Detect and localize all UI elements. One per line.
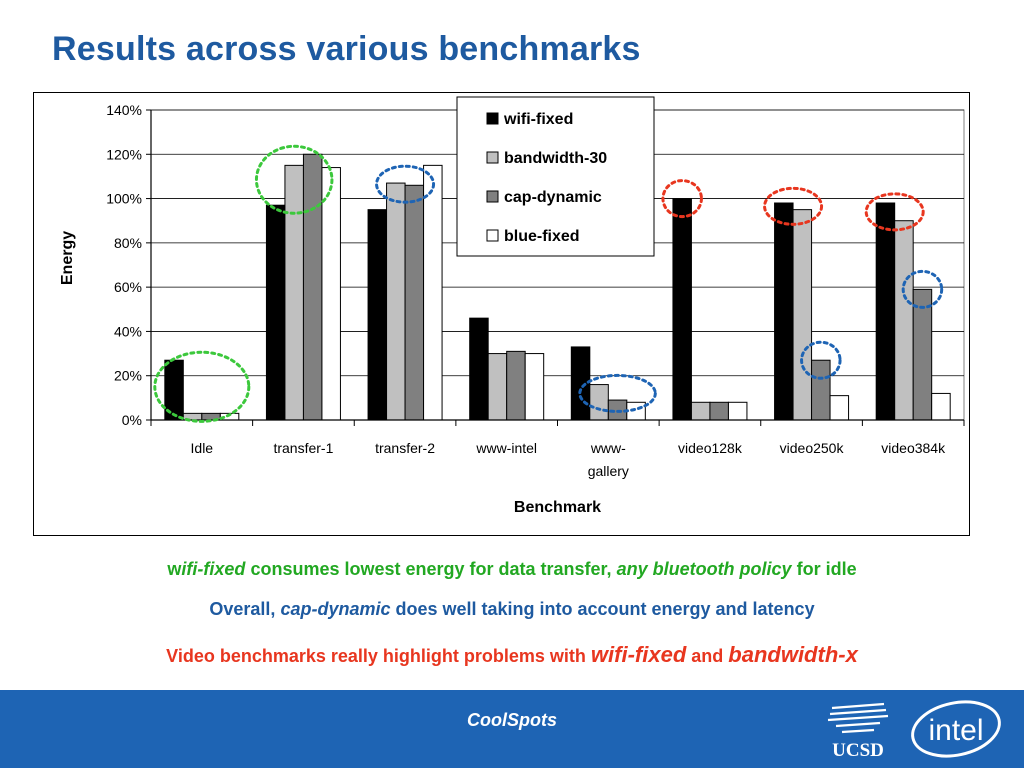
bullet-text: Video benchmarks really highlight proble… bbox=[166, 646, 591, 666]
legend-label: bandwidth-30 bbox=[504, 150, 607, 167]
annotation-ellipse bbox=[254, 144, 334, 215]
x-axis-title: Benchmark bbox=[514, 499, 601, 516]
annotation-ellipse bbox=[864, 192, 925, 232]
annotation-ellipse bbox=[153, 350, 251, 423]
legend-swatch bbox=[486, 229, 499, 242]
bar bbox=[589, 384, 609, 421]
bar bbox=[386, 182, 406, 421]
bar bbox=[727, 401, 748, 421]
annotation-ellipse bbox=[661, 179, 703, 219]
bar bbox=[931, 392, 951, 421]
y-tick-label: 0% bbox=[122, 412, 142, 428]
slide-title: Results across various benchmarks bbox=[52, 30, 641, 68]
x-tick-label: video128k bbox=[678, 440, 743, 456]
intel-logo: intel bbox=[911, 700, 1001, 758]
bar bbox=[570, 346, 591, 421]
y-tick-label: 100% bbox=[106, 191, 142, 207]
bar bbox=[709, 401, 729, 421]
bullet-text: does well taking into account energy and… bbox=[390, 599, 815, 619]
annotation-ellipse bbox=[901, 269, 944, 309]
y-tick-label: 120% bbox=[106, 146, 142, 162]
x-tick-label: gallery bbox=[588, 463, 629, 479]
bullet-text: consumes lowest energy for data transfer… bbox=[245, 559, 617, 579]
bullet-text: Overall, bbox=[209, 599, 281, 619]
bar bbox=[690, 401, 711, 421]
bullet-text: w bbox=[167, 559, 182, 579]
ucsd-logo-text: UCSD bbox=[832, 740, 884, 761]
bar bbox=[321, 167, 341, 421]
x-tick-label: www-intel bbox=[475, 440, 537, 456]
chart-frame: 0% 20% 40% 60% 80% 100% 120% 140% Idle transfer-1… bbox=[33, 92, 970, 536]
x-tick-label: Idle bbox=[191, 440, 214, 456]
bar bbox=[829, 395, 850, 421]
footer-bar: CoolSpots UCSD intel bbox=[0, 690, 1024, 768]
bar bbox=[265, 204, 286, 421]
bar bbox=[487, 353, 508, 421]
bar-chart: 0% 20% 40% 60% 80% 100% 120% 140% Idle transfer-1… bbox=[59, 96, 965, 516]
x-tick-label: video250k bbox=[780, 440, 845, 456]
legend-label: wifi-fixed bbox=[503, 111, 573, 128]
bar bbox=[672, 198, 692, 421]
bar bbox=[894, 220, 914, 421]
bar bbox=[423, 164, 443, 421]
bar bbox=[875, 202, 896, 421]
bullet-text: and bbox=[686, 646, 729, 666]
y-axis-title: Energy bbox=[59, 231, 76, 285]
x-tick-label: www- bbox=[590, 440, 626, 456]
bullet-text: for idle bbox=[791, 559, 857, 579]
annotation-ellipse bbox=[578, 373, 657, 413]
bar bbox=[626, 401, 646, 421]
bullet-emphasis: cap-dynamic bbox=[280, 599, 391, 619]
legend-swatch bbox=[486, 151, 499, 164]
x-tick-label: transfer-1 bbox=[273, 440, 333, 456]
y-tick-label: 40% bbox=[114, 323, 142, 339]
bar bbox=[912, 288, 933, 421]
bullet-cap-dynamic: Overall, cap-dynamic does well taking in… bbox=[0, 599, 1024, 620]
y-tick-label: 140% bbox=[106, 102, 142, 118]
bar bbox=[469, 317, 489, 421]
bar bbox=[811, 359, 831, 421]
bullet-video: Video benchmarks really highlight proble… bbox=[0, 642, 1024, 668]
bullet-emphasis: any bluetooth policy bbox=[616, 559, 792, 579]
ucsd-logo: UCSD bbox=[827, 702, 889, 761]
y-tick-label: 20% bbox=[114, 368, 142, 384]
intel-logo-text: intel bbox=[928, 714, 983, 747]
annotation-ellipse bbox=[375, 164, 436, 204]
bullet-emphasis: bandwidth-x bbox=[728, 642, 858, 667]
x-tick-label: video384k bbox=[881, 440, 946, 456]
legend-label: cap-dynamic bbox=[504, 189, 602, 206]
footer-label: CoolSpots bbox=[467, 710, 557, 730]
bar bbox=[506, 350, 526, 421]
legend-label: blue-fixed bbox=[504, 228, 580, 245]
y-tick-label: 60% bbox=[114, 279, 142, 295]
bullet-wifi-fixed: wifi-fixed consumes lowest energy for da… bbox=[0, 559, 1024, 580]
bar bbox=[302, 153, 323, 421]
bar bbox=[774, 202, 794, 421]
legend-swatch bbox=[486, 112, 499, 125]
bar bbox=[524, 353, 545, 421]
annotation-ellipse bbox=[800, 340, 842, 380]
bar bbox=[284, 164, 304, 421]
x-tick-label: transfer-2 bbox=[375, 440, 435, 456]
y-tick-label: 80% bbox=[114, 235, 142, 251]
annotation-ellipse bbox=[763, 186, 824, 226]
bar bbox=[367, 209, 388, 421]
bar bbox=[792, 209, 813, 421]
bar bbox=[404, 184, 425, 421]
bullet-emphasis: ifi-fixed bbox=[181, 559, 246, 579]
legend-swatch bbox=[486, 190, 499, 203]
bullet-emphasis: wifi-fixed bbox=[590, 642, 687, 667]
